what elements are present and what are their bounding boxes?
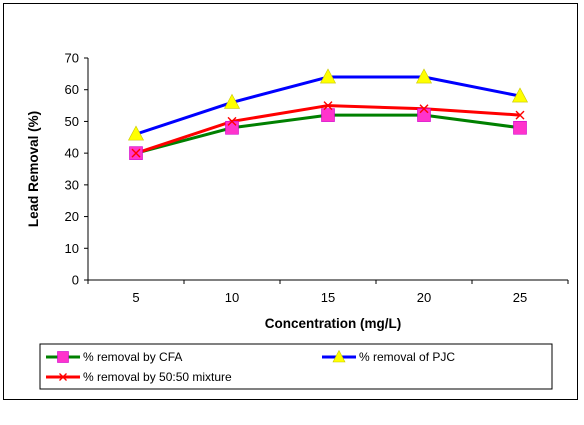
data-point-series-2 xyxy=(323,101,333,111)
y-tick-label: 70 xyxy=(65,51,79,66)
legend-swatch-marker xyxy=(59,373,67,381)
x-marker-stroke xyxy=(323,101,333,111)
x-tick-label: 10 xyxy=(225,290,239,305)
legend: % removal by CFA % removal of PJC % remova… xyxy=(39,343,553,390)
y-axis: 0 10 20 30 40 50 60 70 xyxy=(65,51,89,288)
data-point-series-1 xyxy=(223,93,241,109)
x-tick-label: 15 xyxy=(321,290,335,305)
y-tick-label: 0 xyxy=(72,273,79,288)
y-tick-label: 30 xyxy=(65,177,79,192)
data-point-series-1 xyxy=(415,68,433,84)
x-tick-label: 20 xyxy=(417,290,431,305)
data-point-series-0 xyxy=(417,108,431,122)
legend-label: % removal by CFA xyxy=(83,350,182,364)
chart-frame: 0 10 20 30 40 50 60 70 5 10 15 20 25 Lead Removal (… xyxy=(3,3,578,400)
line-chart: 0 10 20 30 40 50 60 70 5 10 15 20 25 Lead Removal (… xyxy=(26,51,569,390)
data-point-series-2 xyxy=(419,104,429,114)
x-tick-label: 25 xyxy=(513,290,527,305)
legend-label: % removal by 50:50 mixture xyxy=(83,370,232,384)
data-point-series-0 xyxy=(513,120,527,135)
y-tick-label: 60 xyxy=(65,82,79,97)
data-point-series-0 xyxy=(321,108,335,122)
data-point-series-1 xyxy=(511,87,529,103)
legend-swatch-marker xyxy=(332,349,346,363)
legend-entry-2: % removal by 50:50 mixture xyxy=(46,370,232,384)
data-point-series-2 xyxy=(515,110,525,120)
y-tick-label: 10 xyxy=(65,241,79,256)
data-point-series-2 xyxy=(227,116,237,126)
x-axis-title: Concentration (mg/L) xyxy=(265,316,402,331)
data-point-series-1 xyxy=(127,125,145,141)
data-point-series-2 xyxy=(131,148,141,158)
y-tick-label: 50 xyxy=(65,114,79,129)
legend-label: % removal of PJC xyxy=(359,350,455,364)
legend-box xyxy=(39,343,553,390)
legend-entry-1: % removal of PJC xyxy=(322,349,455,364)
x-marker-stroke xyxy=(131,148,141,158)
legend-entry-0: % removal by CFA xyxy=(46,350,182,364)
x-marker-stroke xyxy=(419,104,429,114)
x-marker-stroke xyxy=(227,116,237,126)
legend-swatch-marker xyxy=(57,351,69,363)
y-tick-label: 40 xyxy=(65,146,79,161)
x-axis: 5 10 15 20 25 xyxy=(87,279,569,305)
data-point-series-1 xyxy=(319,68,337,84)
series-layer xyxy=(127,68,529,160)
data-point-series-0 xyxy=(225,120,239,135)
y-axis-title: Lead Removal (%) xyxy=(26,111,41,227)
x-marker-stroke xyxy=(515,110,525,120)
x-tick-label: 5 xyxy=(132,290,139,305)
y-tick-label: 20 xyxy=(65,209,79,224)
